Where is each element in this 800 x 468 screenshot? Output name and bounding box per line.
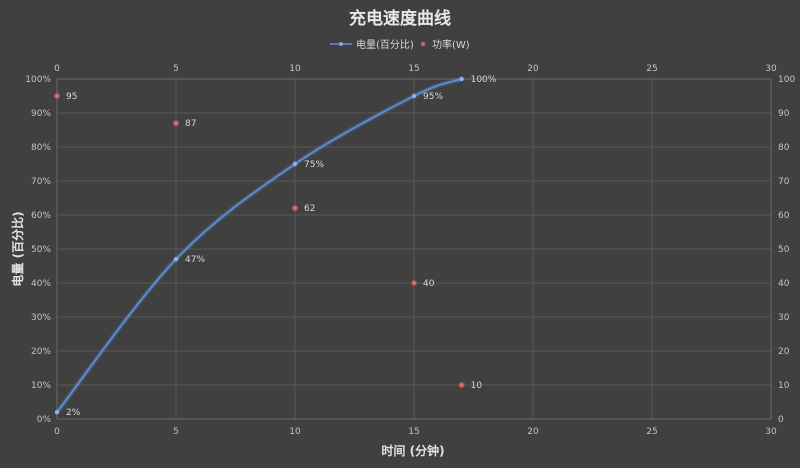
power-point-0	[54, 93, 60, 99]
power-point-4	[459, 382, 464, 388]
power-label-2: 62	[304, 204, 315, 214]
charge-point-4	[459, 76, 464, 82]
charge-line-glow	[54, 76, 465, 415]
charge-point-3	[411, 93, 417, 99]
y-left-tick-label-6: 60%	[31, 211, 51, 221]
legend: 电量(百分比) 功率(W)	[330, 38, 470, 51]
x-tick-label-top-0: 0	[54, 64, 60, 74]
x-tick-label-bottom-5: 25	[646, 427, 657, 437]
x-tick-label-top-3: 15	[408, 64, 419, 74]
y-right-tick-label-6: 60	[778, 211, 790, 221]
power-label-4: 10	[471, 381, 483, 391]
y-left-tick-label-2: 20%	[31, 347, 51, 357]
y-right-tick-label-0: 0	[778, 415, 784, 425]
x-tick-label-bottom-0: 0	[54, 427, 60, 437]
x-tick-label-bottom-4: 20	[527, 427, 539, 437]
charge-label-0: 2%	[66, 408, 81, 418]
y-right-tick-label-9: 90	[778, 109, 790, 119]
x-tick-label-top-4: 20	[527, 64, 539, 74]
charge-label-4: 100%	[471, 75, 497, 85]
y-left-tick-label-3: 30%	[31, 313, 51, 323]
legend-label-power: 功率(W)	[432, 38, 470, 51]
power-point-3	[411, 280, 417, 286]
y-axis-title: 电量 (百分比)	[10, 211, 25, 286]
charge-label-3: 95%	[423, 92, 443, 102]
charge-point-2	[292, 161, 298, 167]
y-right-tick-label-8: 80	[778, 143, 790, 153]
y-left-tick-label-4: 40%	[31, 279, 51, 289]
x-tick-label-bottom-1: 5	[173, 427, 179, 437]
y-left-tick-label-1: 10%	[31, 381, 51, 391]
y-right-tick-label-1: 10	[778, 381, 790, 391]
legend-label-charge: 电量(百分比)	[356, 38, 414, 51]
series	[53, 76, 466, 415]
y-right-tick-label-4: 40	[778, 279, 790, 289]
power-point-2	[292, 206, 298, 211]
x-tick-label-top-5: 25	[646, 64, 657, 74]
power-label-3: 40	[423, 279, 435, 289]
y-right-tick-label-10: 100	[778, 75, 795, 85]
x-tick-label-bottom-3: 15	[408, 427, 419, 437]
power-point-1	[173, 121, 179, 126]
chart-title: 充电速度曲线	[349, 8, 451, 29]
y-right-tick-label-3: 30	[778, 313, 790, 323]
x-tick-label-top-2: 10	[289, 64, 301, 74]
x-tick-label-bottom-2: 10	[289, 427, 301, 437]
y-left-tick-label-9: 90%	[31, 109, 51, 119]
power-label-0: 95	[66, 92, 77, 102]
y-left-tick-label-8: 80%	[31, 143, 51, 153]
data-labels: 2% 47% 75% 95% 100% 95 87 62 40 10	[66, 75, 497, 418]
charge-point-0	[54, 410, 60, 415]
grid	[56, 78, 772, 420]
y-left-tick-label-0: 0%	[37, 415, 52, 425]
x-tick-label-top-6: 30	[765, 64, 777, 74]
charge-label-1: 47%	[185, 255, 205, 265]
y-left-tick-label-7: 70%	[31, 177, 51, 187]
axes	[56, 78, 772, 420]
legend-line-marker	[339, 42, 343, 46]
legend-dot-swatch	[420, 41, 426, 47]
y-right-tick-label-7: 70	[778, 177, 790, 187]
y-right-tick-label-2: 20	[778, 347, 790, 357]
charge-point-1	[173, 257, 179, 262]
y-left-tick-label-5: 50%	[31, 245, 51, 255]
x-tick-label-bottom-6: 30	[765, 427, 777, 437]
power-label-1: 87	[185, 119, 196, 129]
charge-line-path	[56, 78, 463, 414]
x-tick-label-top-1: 5	[173, 64, 179, 74]
y-right-tick-label-5: 50	[778, 245, 790, 255]
charge-label-2: 75%	[304, 160, 324, 170]
tick-labels: 0 0 5 5 10 10 15 15 20 20 25 25 30 30 0% 10% 20% 30% 40% 50…	[25, 64, 795, 437]
x-axis-title: 时间 (分钟)	[381, 443, 444, 458]
y-left-tick-label-10: 100%	[25, 75, 51, 85]
